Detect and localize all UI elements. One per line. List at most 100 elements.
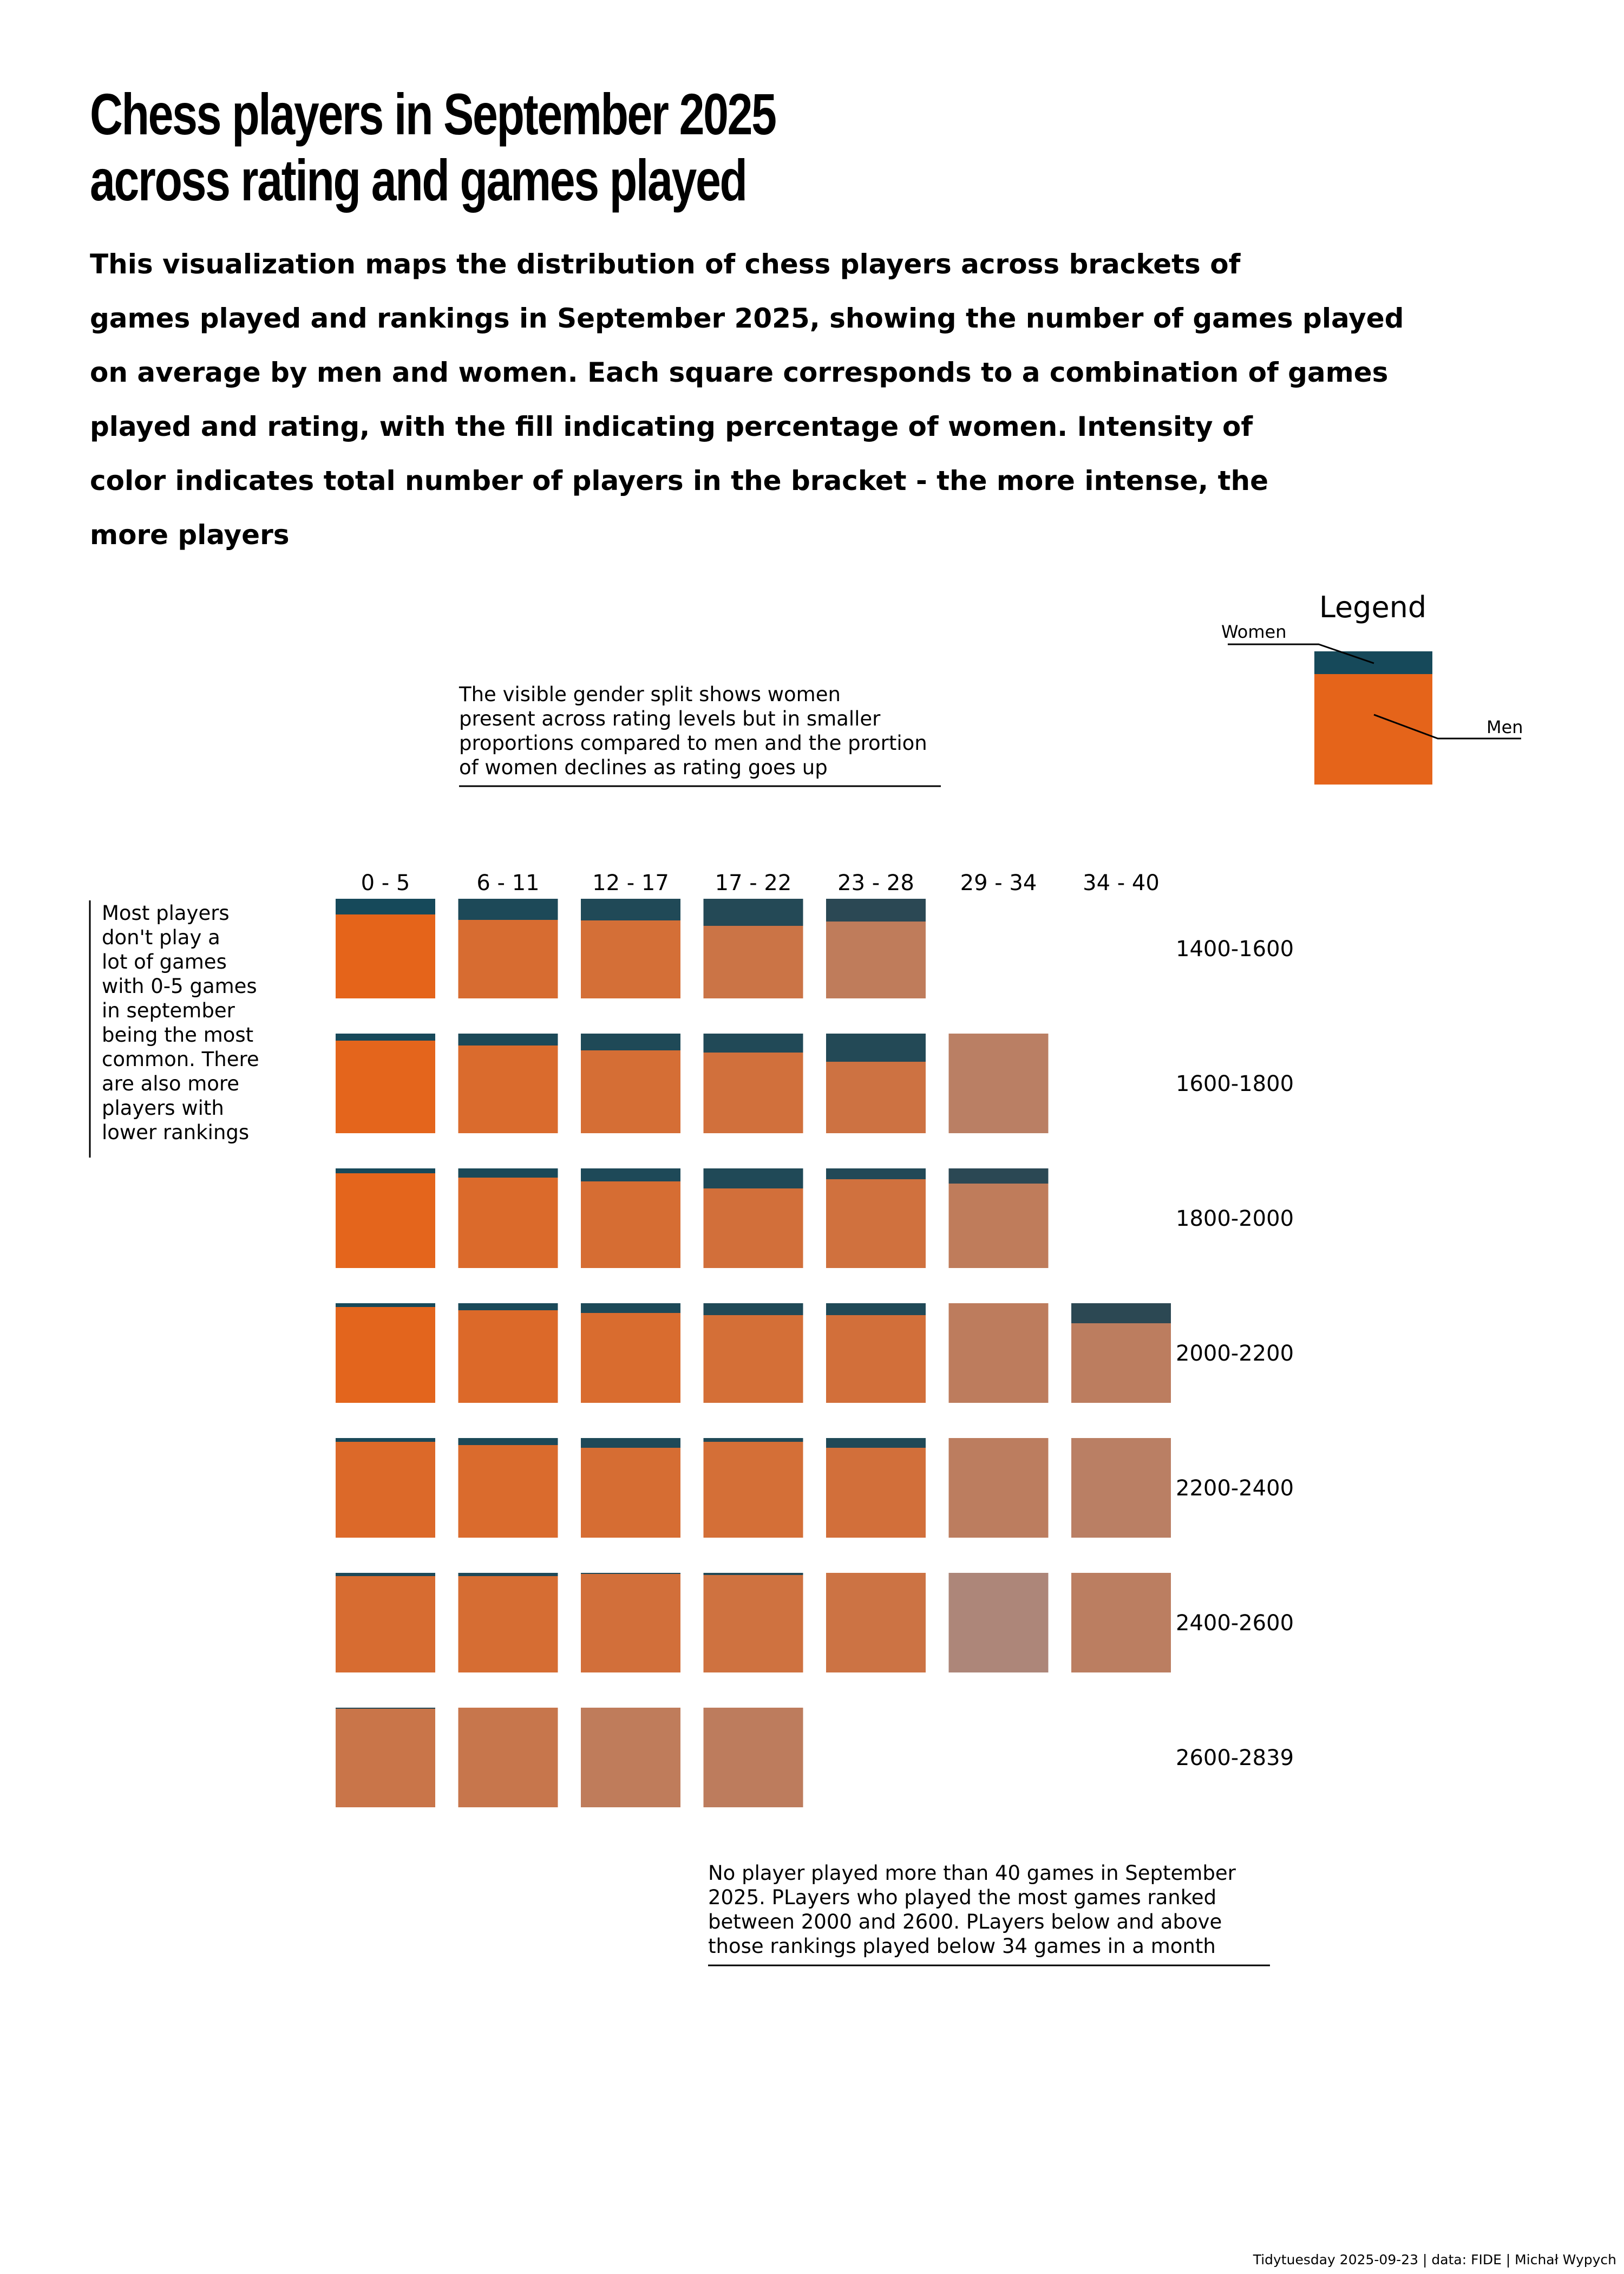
cell-women-portion	[458, 1168, 558, 1178]
cell-men-portion	[948, 1303, 1049, 1403]
cell-men-portion	[581, 1313, 680, 1403]
heatmap-cells	[336, 899, 1171, 1807]
subtitle-line: games played and rankings in September 2…	[90, 303, 1404, 334]
cell-men-portion	[826, 1315, 926, 1403]
cell-women-portion	[336, 1168, 435, 1173]
annotation-line: being the most	[102, 1023, 254, 1047]
x-tick-label: 34 - 40	[1083, 871, 1160, 896]
heatmap-cell	[336, 1708, 435, 1807]
cell-women-portion	[1071, 1303, 1171, 1323]
heatmap-cell	[948, 1168, 1049, 1268]
cell-men-portion	[703, 1315, 803, 1403]
x-tick-label: 23 - 28	[837, 871, 914, 896]
x-tick-label: 29 - 34	[960, 871, 1037, 896]
heatmap-cell	[458, 1708, 558, 1807]
cell-men-portion	[581, 1708, 680, 1807]
annotation-line: present across rating levels but in smal…	[459, 707, 881, 730]
cell-women-portion	[581, 1303, 680, 1313]
heatmap-cell	[458, 1573, 558, 1672]
chart-title-line: Chess players in September 2025	[90, 81, 777, 147]
annotation-line: don't play a	[102, 926, 220, 949]
cell-women-portion	[703, 1168, 803, 1188]
cell-women-portion	[336, 1708, 435, 1709]
cell-men-portion	[1071, 1438, 1171, 1538]
cell-women-portion	[826, 1303, 926, 1315]
cell-women-portion	[581, 1573, 680, 1574]
cell-women-portion	[581, 1438, 680, 1448]
heatmap-cell	[581, 899, 680, 998]
cell-men-portion	[1071, 1573, 1171, 1672]
legend: Legend Women Men	[1221, 590, 1523, 785]
annotation-line: with 0-5 games	[102, 975, 257, 998]
heatmap-cell	[581, 1034, 680, 1133]
cell-men-portion	[826, 1573, 926, 1672]
y-tick-label: 2200-2400	[1176, 1476, 1294, 1501]
cell-men-portion	[336, 1709, 435, 1807]
cell-men-portion	[581, 1448, 680, 1538]
annotation-line: No player played more than 40 games in S…	[708, 1861, 1236, 1885]
heatmap-cell	[703, 899, 803, 998]
cell-women-portion	[336, 1438, 435, 1442]
y-tick-label: 2000-2200	[1176, 1341, 1294, 1366]
subtitle-line: on average by men and women. Each square…	[90, 357, 1389, 388]
cell-men-portion	[458, 1708, 558, 1807]
cell-men-portion	[581, 1574, 680, 1672]
annotation-line: players with	[102, 1096, 224, 1120]
heatmap-cell	[703, 1438, 803, 1538]
annotation-line: proportions compared to men and the pror…	[459, 731, 927, 755]
heatmap-cell	[703, 1303, 803, 1403]
annotation-line: of women declines as rating goes up	[459, 756, 828, 779]
heatmap-cell	[948, 1034, 1049, 1133]
cell-women-portion	[336, 1303, 435, 1307]
y-tick-label: 1400-1600	[1176, 937, 1294, 962]
cell-men-portion	[826, 1448, 926, 1538]
heatmap-cell	[581, 1168, 680, 1268]
heatmap-cell	[703, 1573, 803, 1672]
x-tick-label: 17 - 22	[715, 871, 792, 896]
cell-men-portion	[826, 1062, 926, 1133]
cell-women-portion	[703, 1303, 803, 1315]
cell-men-portion	[458, 1576, 558, 1672]
cell-women-portion	[826, 1438, 926, 1448]
cell-women-portion	[581, 1168, 680, 1181]
heatmap-cell	[458, 1034, 558, 1133]
heatmap-cell	[826, 1303, 926, 1403]
cell-men-portion	[336, 1576, 435, 1672]
cell-women-portion	[948, 1168, 1049, 1184]
cell-men-portion	[948, 1438, 1049, 1538]
heatmap-cell	[336, 1438, 435, 1538]
cell-men-portion	[458, 1310, 558, 1403]
cell-men-portion	[336, 1173, 435, 1268]
cell-men-portion	[458, 1178, 558, 1268]
cell-women-portion	[826, 899, 926, 922]
cell-women-portion	[336, 1034, 435, 1041]
annotation-line: those rankings played below 34 games in …	[708, 1935, 1216, 1958]
cell-men-portion	[948, 1184, 1049, 1268]
heatmap-cell	[336, 1168, 435, 1268]
cell-women-portion	[458, 899, 558, 920]
cell-men-portion	[948, 1573, 1049, 1672]
annotation-line: between 2000 and 2600. PLayers below and…	[708, 1910, 1222, 1933]
cell-women-portion	[458, 1438, 558, 1445]
y-tick-label: 2400-2600	[1176, 1611, 1294, 1636]
cell-men-portion	[703, 1575, 803, 1672]
legend-women-pointer	[1228, 643, 1374, 664]
heatmap-cell	[826, 899, 926, 998]
y-tick-label: 2600-2839	[1176, 1746, 1294, 1770]
cell-men-portion	[703, 1442, 803, 1538]
heatmap-cell	[826, 1034, 926, 1133]
heatmap-cell	[581, 1303, 680, 1403]
cell-men-portion	[458, 920, 558, 998]
annotation-line: lot of games	[102, 950, 227, 973]
y-axis-labels: 1400-1600 1600-1800 1800-2000 2000-2200 2200…	[1176, 937, 1294, 1770]
y-tick-label: 1800-2000	[1176, 1206, 1294, 1231]
heatmap-cell	[336, 1303, 435, 1403]
subtitle-line: This visualization maps the distribution…	[90, 249, 1241, 280]
cell-men-portion	[581, 920, 680, 998]
annotation-line: Most players	[102, 901, 230, 925]
legend-men-pointer	[1373, 714, 1521, 740]
legend-title: Legend	[1319, 590, 1426, 624]
games-max-annotation: No player played more than 40 games in S…	[708, 1861, 1236, 1958]
annotation-line: The visible gender split shows women	[459, 683, 841, 706]
